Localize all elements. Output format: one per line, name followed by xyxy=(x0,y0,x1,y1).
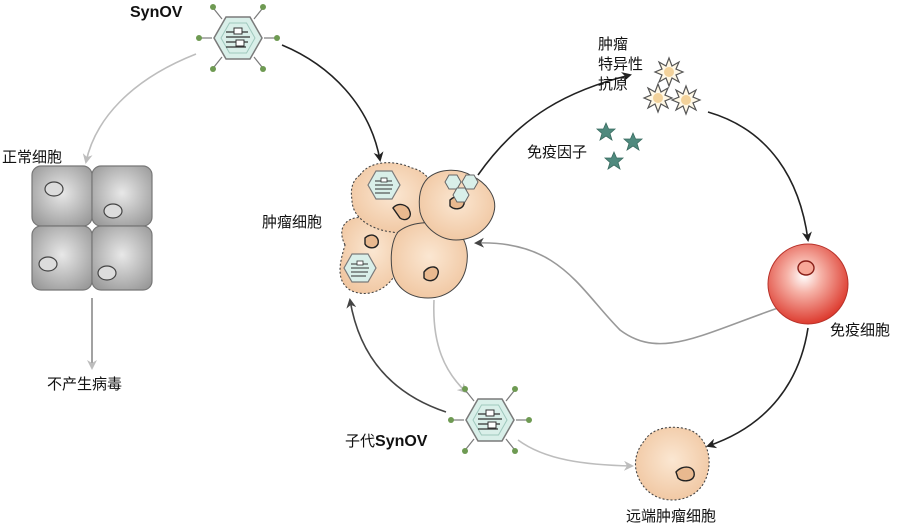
normal-cells-label: 正常细胞 xyxy=(2,148,63,166)
immune-cell-label: 免疫细胞 xyxy=(830,321,891,339)
antigen-burst-icon xyxy=(654,57,684,87)
immune-factors-label: 免疫因子 xyxy=(527,143,588,161)
normal-cells-group xyxy=(31,165,153,291)
synov-label: SynOV xyxy=(130,4,183,21)
normal-cell xyxy=(31,165,93,227)
arrow-immune-to-tumor xyxy=(474,237,779,345)
immune-factor-star-icon xyxy=(623,132,643,151)
antigen-burst-icon xyxy=(671,85,701,115)
progeny-prefix: 子代 xyxy=(345,432,376,450)
arrow-progeny-to-distant xyxy=(517,439,634,471)
immune-cell-icon xyxy=(767,243,849,325)
tumor-cells-label: 肿瘤细胞 xyxy=(262,213,323,231)
tumor-antigen-line2: 特异性 xyxy=(598,55,644,73)
progeny-synov-virus-icon xyxy=(447,385,533,455)
tumor-antigen-label: 肿瘤 特异性 抗原 xyxy=(598,34,643,94)
immune-factor-star-icon xyxy=(596,122,616,141)
distant-tumor-label: 远端肿瘤细胞 xyxy=(626,507,717,525)
tumor-antigen-line1: 肿瘤 xyxy=(598,35,629,53)
immune-factor-star-icon xyxy=(604,151,624,170)
synov-virus-icon xyxy=(195,3,281,73)
distant-tumor-cell xyxy=(634,426,710,501)
arrow-tumor-to-progeny xyxy=(433,299,468,394)
tumor-antigen-line3: 抗原 xyxy=(598,75,629,93)
normal-cell xyxy=(91,165,153,227)
arrow-antigen-to-immune xyxy=(707,111,812,242)
arrow-synov-to-normal xyxy=(82,53,197,164)
arrow-tumor-to-antigen xyxy=(477,72,632,176)
progeny-synov-label: 子代SynOV xyxy=(345,431,427,452)
tumor-cluster xyxy=(339,162,496,299)
antigen-burst-icon xyxy=(643,83,673,113)
arrow-synov-to-tumor xyxy=(281,44,384,162)
no-virus-label: 不产生病毒 xyxy=(47,375,123,393)
progeny-synov-name: SynOV xyxy=(375,433,428,450)
normal-cell xyxy=(31,225,93,291)
arrow-immune-to-distant xyxy=(706,327,809,449)
normal-cell xyxy=(91,225,153,291)
arrow-progeny-to-tumor xyxy=(346,298,447,413)
